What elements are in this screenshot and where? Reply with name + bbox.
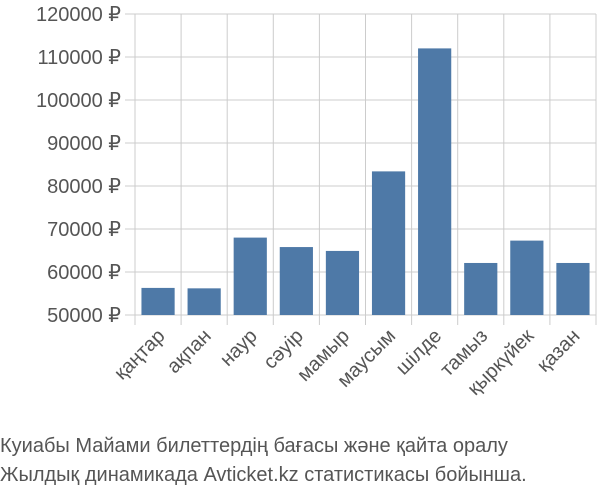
bar (510, 240, 544, 315)
y-tick-label: 120000 ₽ (36, 4, 121, 26)
bar (556, 262, 590, 315)
x-tick-label: ақпан (163, 325, 216, 378)
y-tick-label: 50000 ₽ (47, 305, 121, 327)
y-axis-tick-labels: 50000 ₽ 60000 ₽ 70000 ₽ 80000 ₽ 90000 ₽ 10000… (36, 4, 121, 327)
y-tick-label: 110000 ₽ (37, 47, 121, 69)
chart-area: 50000 ₽ 60000 ₽ 70000 ₽ 80000 ₽ 90000 ₽ 10000… (36, 4, 597, 400)
bar (325, 250, 360, 315)
y-tick-label: 100000 ₽ (36, 90, 121, 112)
chart-caption: Куиабы Майами билеттердің бағасы және қа… (0, 432, 600, 490)
bar (187, 288, 221, 315)
y-tick-label: 80000 ₽ (47, 176, 121, 198)
x-tick-label: наур (216, 325, 262, 371)
bar (279, 247, 313, 315)
bar (141, 287, 175, 315)
caption-line-1: Куиабы Майами билеттердің бағасы және қа… (0, 435, 508, 457)
y-tick-label: 60000 ₽ (47, 262, 121, 284)
caption-line-2: Жылдық динамикада Avticket.kz статистика… (0, 464, 527, 486)
bars (141, 48, 590, 316)
bar (371, 171, 406, 315)
x-tick-label: қазан (533, 325, 585, 377)
bar (233, 237, 267, 315)
y-tick-label: 90000 ₽ (47, 133, 121, 155)
bar-chart: 50000 ₽ 60000 ₽ 70000 ₽ 80000 ₽ 90000 ₽ 10000… (36, 4, 597, 400)
x-tick-label: қаңтар (110, 325, 169, 384)
grid-lines (125, 13, 597, 325)
bar (418, 48, 452, 316)
x-tick-label: шілде (392, 325, 446, 379)
bar (464, 262, 498, 315)
y-tick-label: 70000 ₽ (47, 219, 121, 241)
